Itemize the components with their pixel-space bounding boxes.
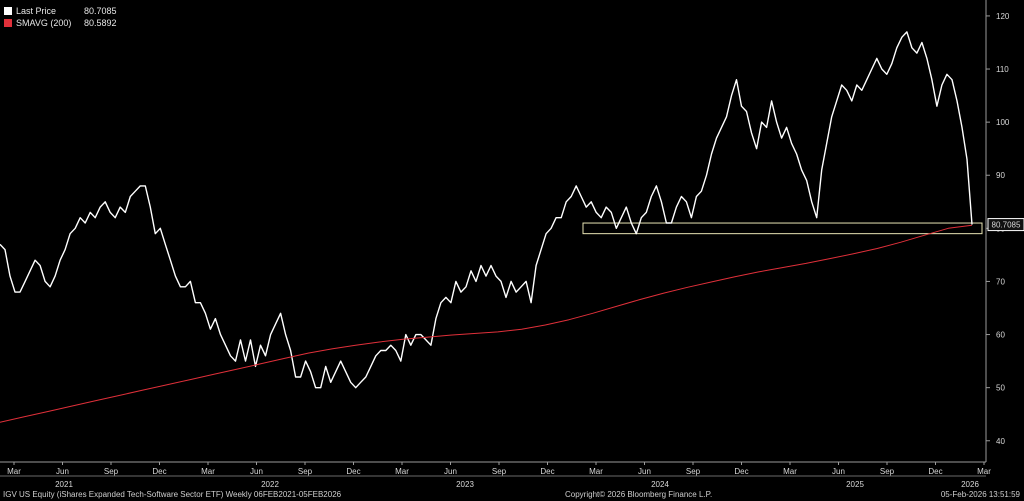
x-tick-label: Mar	[395, 467, 409, 476]
last-price-line	[0, 31, 973, 389]
smavg-line	[0, 224, 973, 423]
legend-label: Last Price	[16, 6, 57, 16]
y-tick-label: 70	[996, 277, 1005, 286]
support-zone-box	[582, 222, 983, 235]
legend: Last Price 80.7085 SMAVG (200) 80.5892	[4, 5, 117, 29]
y-tick-label: 90	[996, 171, 1005, 180]
x-tick-label: Mar	[977, 467, 991, 476]
year-label: 2025	[846, 480, 864, 489]
legend-value: 80.7085	[84, 6, 117, 16]
x-tick-label: Jun	[638, 467, 651, 476]
y-tick-label: 50	[996, 384, 1005, 393]
x-tick-label: Sep	[104, 467, 119, 476]
x-tick-label: Dec	[152, 467, 166, 476]
year-label: 2024	[651, 480, 669, 489]
year-label: 2026	[961, 480, 979, 489]
chart-series	[0, 31, 983, 423]
x-tick-label: Mar	[201, 467, 215, 476]
y-tick-label: 120	[996, 12, 1010, 21]
y-tick-label: 110	[996, 65, 1009, 74]
year-label: 2021	[55, 480, 73, 489]
x-tick-label: Dec	[346, 467, 360, 476]
last-price-tag	[987, 218, 1024, 232]
x-tick-label: Dec	[928, 467, 942, 476]
legend-value: 80.5892	[84, 18, 117, 28]
chart-axes: 405060708090100110120MarJunSepDecMarJunS…	[7, 12, 1024, 489]
x-tick-label: Sep	[880, 467, 895, 476]
x-tick-label: Jun	[250, 467, 263, 476]
y-tick-label: 100	[996, 118, 1010, 127]
chart-frame	[0, 0, 987, 477]
legend-label: SMAVG (200)	[16, 18, 72, 28]
footer-description: IGV US Equity (iShares Expanded Tech-Sof…	[3, 490, 342, 499]
footer-timestamp: 05-Feb-2026 13:51:59	[940, 490, 1020, 499]
last-price-tag-label: 80.7085	[992, 221, 1021, 230]
y-tick-label: 40	[996, 437, 1005, 446]
legend-swatch-red	[4, 19, 12, 27]
x-tick-label: Jun	[56, 467, 69, 476]
footer-copyright: Copyright© 2026 Bloomberg Finance L.P.	[565, 490, 713, 499]
x-tick-label: Jun	[832, 467, 845, 476]
x-tick-label: Dec	[734, 467, 748, 476]
legend-item-smavg: SMAVG (200) 80.5892	[4, 17, 117, 29]
x-tick-label: Mar	[589, 467, 603, 476]
year-label: 2022	[261, 480, 279, 489]
footer-bar: IGV US Equity (iShares Expanded Tech-Sof…	[0, 489, 1024, 501]
y-tick-label: 60	[996, 331, 1005, 340]
legend-swatch-white	[4, 7, 12, 15]
x-tick-label: Dec	[540, 467, 554, 476]
legend-item-last-price: Last Price 80.7085	[4, 5, 117, 17]
x-tick-label: Jun	[444, 467, 457, 476]
x-tick-label: Mar	[783, 467, 797, 476]
x-tick-label: Sep	[686, 467, 701, 476]
x-tick-label: Mar	[7, 467, 21, 476]
x-tick-label: Sep	[298, 467, 313, 476]
x-tick-label: Sep	[492, 467, 507, 476]
year-label: 2023	[456, 480, 474, 489]
